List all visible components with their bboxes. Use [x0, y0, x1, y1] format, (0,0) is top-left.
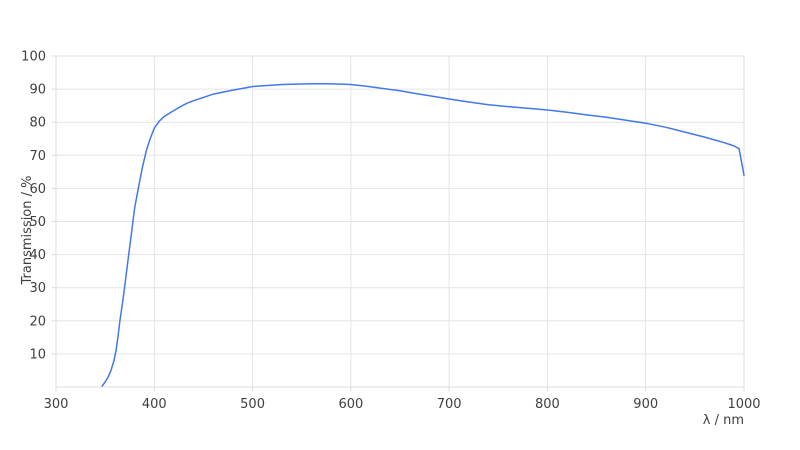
y-axis-title: Transmission / % [20, 176, 35, 286]
y-tick-label: 20 [29, 314, 46, 329]
y-tick-label: 80 [29, 116, 46, 131]
y-tick-label: 10 [29, 347, 46, 362]
y-tick-label: 60 [29, 182, 46, 197]
transmission-curve [101, 83, 745, 387]
y-tick-label: 30 [29, 281, 46, 296]
x-tick-label: 800 [535, 397, 560, 412]
y-tick-label: 50 [29, 215, 46, 230]
y-tick-label: 90 [29, 83, 46, 98]
x-tick-label: 400 [142, 397, 167, 412]
x-tick-label: 600 [338, 397, 363, 412]
x-tick-label: 700 [437, 397, 462, 412]
plot-area: 300 400 500 600 700 800 900 1000 10 20 30 40 50 60 70 8… [21, 50, 760, 413]
x-tick-label: 900 [633, 397, 658, 412]
x-tick-label: 300 [44, 397, 69, 412]
y-tick-label: 70 [29, 149, 46, 164]
y-tick-label: 40 [29, 248, 46, 263]
x-tick-label: 1000 [727, 397, 760, 412]
x-tick-label: 500 [240, 397, 265, 412]
y-tick-label: 100 [21, 50, 46, 65]
x-axis-title: λ / nm [703, 413, 744, 428]
